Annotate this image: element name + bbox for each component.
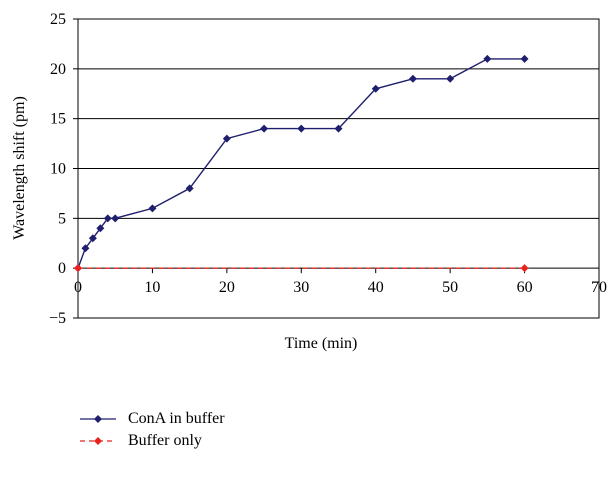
data-point-cona-in-buffer [111,214,120,223]
data-point-cona-in-buffer [520,54,529,63]
y-tick-label: 25 [50,11,66,28]
x-tick-label: 0 [74,279,82,296]
data-point-cona-in-buffer [260,124,269,133]
data-point-buffer-only [520,264,529,273]
y-tick-label: 15 [50,111,66,128]
legend-item-cona: ConA in buffer [78,408,225,430]
x-tick-label: 60 [517,279,533,296]
data-point-cona-in-buffer [96,224,105,233]
data-point-cona-in-buffer [297,124,306,133]
legend-label-cona: ConA in buffer [128,410,225,427]
x-tick-label: 10 [144,279,160,296]
data-point-cona-in-buffer [185,184,194,193]
x-tick-label: 20 [219,279,235,296]
legend-label-buffer: Buffer only [128,432,202,449]
y-tick-label: −5 [49,310,66,327]
data-point-buffer-only [74,264,82,273]
data-point-cona-in-buffer [334,124,343,133]
x-tick-labels: 0 10 20 30 40 50 60 70 [74,279,607,296]
y-tick-label: 20 [50,61,66,78]
data-point-cona-in-buffer [483,54,492,63]
y-tick-label: 0 [58,260,66,277]
x-tick-label: 30 [293,279,309,296]
y-tick-label: 10 [50,161,66,178]
legend-swatch-cona [80,415,116,423]
y-tick-label: 5 [58,210,66,227]
legend: ConA in buffer Buffer only [78,408,225,452]
x-tick-label: 70 [591,279,607,296]
legend-item-buffer: Buffer only [78,430,225,452]
y-tick-labels: −5 0 5 10 15 20 25 [49,11,66,327]
data-point-cona-in-buffer [88,234,97,243]
data-point-cona-in-buffer [148,204,157,213]
data-point-cona-in-buffer [446,74,455,83]
data-point-cona-in-buffer [103,214,112,223]
data-point-cona-in-buffer [81,244,90,253]
y-axis-label: Wavelength shift (pm) [11,96,28,240]
x-axis-label: Time (min) [285,335,358,352]
data-point-cona-in-buffer [408,74,417,83]
legend-swatch-buffer [80,437,116,445]
data-point-cona-in-buffer [222,134,231,143]
x-tick-label: 40 [368,279,384,296]
data-point-cona-in-buffer [371,84,380,93]
data-series [74,54,529,273]
x-tick-label: 50 [442,279,458,296]
